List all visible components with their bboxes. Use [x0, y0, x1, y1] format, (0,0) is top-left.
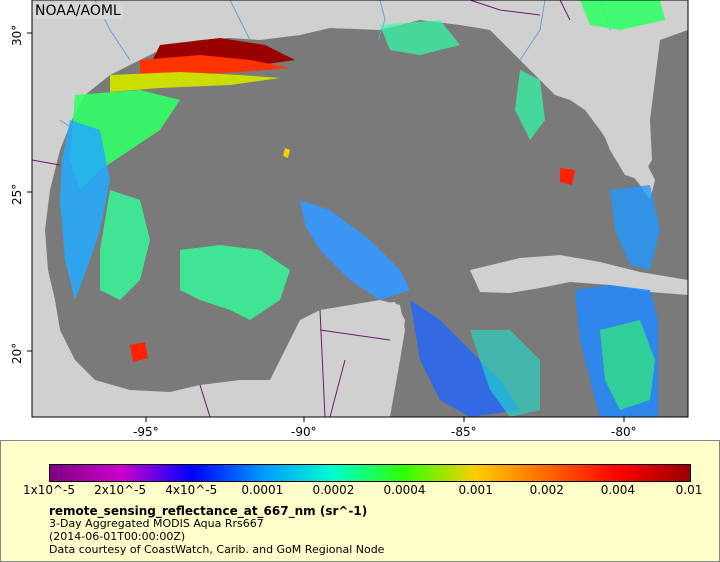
y-tick-label: 20° — [10, 342, 24, 364]
x-tick-label: -85° — [451, 425, 477, 439]
variable-name: remote_sensing_reflectance_at_667_nm (sr… — [49, 504, 368, 518]
colorbar-tick-label: 0.002 — [529, 483, 564, 497]
land-florida — [560, 20, 660, 180]
courtesy-text: Data courtesy of CoastWatch, Carib. and … — [49, 543, 385, 556]
colorbar-tick-label: 0.0001 — [241, 483, 284, 497]
land-cuba — [470, 255, 688, 295]
x-tick-label: -95° — [133, 425, 159, 439]
y-tick-label: 25° — [10, 183, 24, 205]
borders — [31, 0, 571, 418]
x-tick-label: -80° — [611, 425, 637, 439]
colorbar-tick-label: 1x10^-5 — [22, 483, 76, 497]
map-border — [31, 0, 689, 418]
product-name: 3-Day Aggregated MODIS Aqua Rrs667 — [49, 517, 264, 530]
x-tick-label: -90° — [291, 425, 317, 439]
credit-label: NOAA/AOML — [33, 3, 123, 19]
colorbar-tick-label: 0.004 — [600, 483, 636, 497]
colorbar-tick-label: 2x10^-5 — [94, 483, 147, 497]
y-tick-label: 30° — [10, 24, 24, 46]
colorbar-tick-label: 4x10^-5 — [165, 483, 218, 497]
land-yucatan — [290, 302, 405, 417]
colorbar-tick-label: 0.0002 — [312, 483, 355, 497]
time-stamp: (2014-06-01T00:00:00Z) — [49, 530, 186, 543]
colorbar-tick-label: 0.0004 — [383, 483, 426, 497]
reflectance-data — [60, 0, 665, 417]
axis-ticks — [27, 32, 625, 422]
colorbar-tick-label: 0.001 — [458, 483, 493, 497]
map-canvas[interactable] — [0, 0, 720, 440]
colorbar-tick-label: 0.01 — [675, 483, 703, 497]
map-area[interactable]: NOAA/AOML -95° -90° -85° -80° 30° 25° 20… — [0, 0, 720, 440]
legend-panel: 1x10^-5 2x10^-5 4x10^-5 0.0001 0.0002 0.0004 0… — [0, 440, 720, 562]
colorbar — [49, 464, 691, 482]
